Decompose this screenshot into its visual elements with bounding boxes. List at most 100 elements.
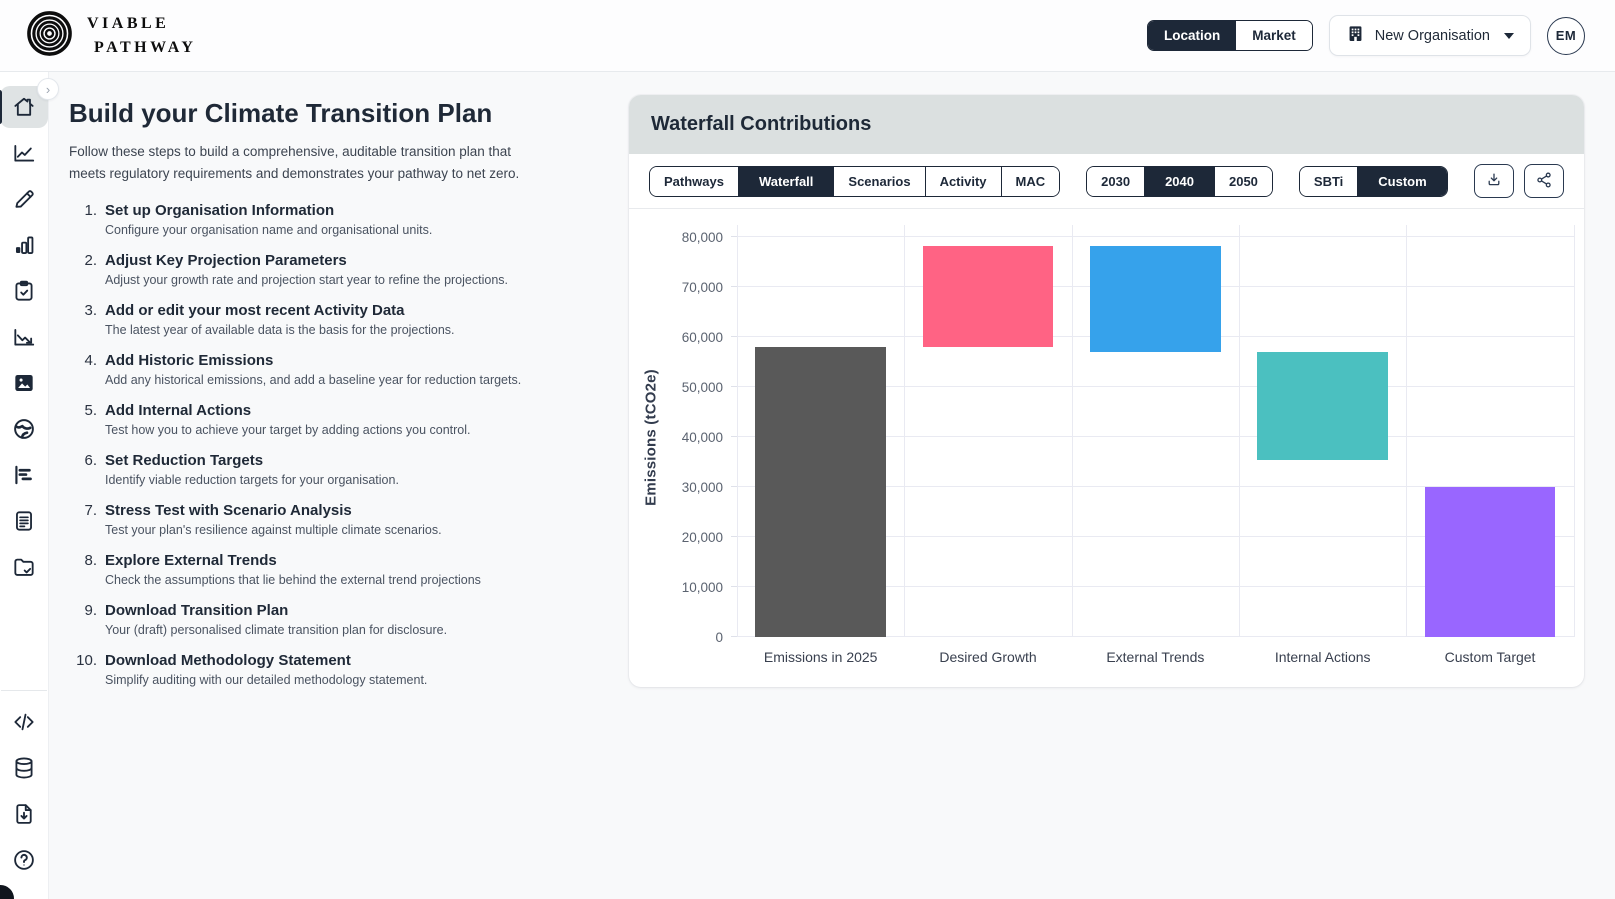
sidebar-item-targets[interactable] <box>0 454 48 496</box>
brand-logo[interactable]: VIABLE PATHWAY <box>26 10 196 62</box>
sidebar-item-global[interactable] <box>0 408 48 450</box>
file-download-icon <box>11 801 37 827</box>
sidebar-item-files[interactable] <box>0 546 48 588</box>
step-title: Add Historic Emissions <box>105 352 274 370</box>
page-intro: Follow these steps to build a comprehens… <box>69 144 520 181</box>
page-title: Build your Climate Transition Plan <box>69 98 493 128</box>
h-gridline <box>737 436 1574 437</box>
sidebar-item-data[interactable] <box>0 747 48 789</box>
user-avatar[interactable]: EM <box>1547 16 1585 55</box>
step-item: 2. Adjust Key Projection Parameters Adjust… <box>69 252 571 287</box>
folder-check-icon <box>11 554 37 580</box>
step-number: 6. <box>84 452 97 470</box>
sidebar-item-pathways[interactable] <box>0 132 48 174</box>
concentric-circles-logo-icon <box>26 10 73 62</box>
view-tab-group: Pathways Waterfall Scenarios Activity MAC <box>649 165 1061 197</box>
tab-pathways[interactable]: Pathways <box>650 166 738 196</box>
y-tick-label: 60,000 <box>681 330 723 345</box>
step-description: Identify viable reduction targets for yo… <box>105 473 399 488</box>
step-title: Set Reduction Targets <box>105 452 264 470</box>
year-tab-2030[interactable]: 2030 <box>1087 166 1145 196</box>
target-tab-group: SBTi Custom <box>1298 165 1448 197</box>
organisation-selector[interactable]: New Organisation <box>1328 15 1531 56</box>
bar-internal-actions[interactable] <box>1257 352 1388 460</box>
bar-custom-target[interactable] <box>1424 486 1556 637</box>
bar-external-trends[interactable] <box>1090 246 1221 352</box>
chart-plot-area: 0 10,000 20,000 30,000 40,000 50,000 60,000 70,… <box>682 225 1575 645</box>
tab-scenarios[interactable]: Scenarios <box>833 166 925 196</box>
step-description: Test your plan's resilience against mult… <box>105 523 442 538</box>
sidebar-item-tasks[interactable] <box>0 270 48 312</box>
tab-waterfall[interactable]: Waterfall <box>737 166 834 196</box>
step-item: 6. Set Reduction Targets Identify viable r… <box>69 452 571 487</box>
step-title: Explore External Trends <box>105 552 277 570</box>
y-axis-title: Emissions (tCO2e) <box>642 369 660 506</box>
chart-toolbar: Pathways Waterfall Scenarios Activity MAC 20… <box>629 154 1584 209</box>
step-number: 2. <box>84 252 97 270</box>
v-gridline <box>1071 225 1073 637</box>
toggle-market[interactable]: Market <box>1236 21 1312 50</box>
sidebar-item-report[interactable] <box>0 500 48 542</box>
card-header: Waterfall Contributions <box>629 95 1584 154</box>
step-title: Set up Organisation Information <box>105 202 335 220</box>
y-tick-mark <box>731 286 737 287</box>
code-icon <box>11 709 37 735</box>
onboarding-steps-panel: Build your Climate Transition Plan Follo… <box>49 72 571 702</box>
sidebar-item-activity[interactable] <box>0 224 48 266</box>
target-tab-sbti[interactable]: SBTi <box>1299 166 1358 196</box>
y-tick-mark <box>731 486 737 487</box>
sidebar-item-downloads[interactable] <box>0 793 48 835</box>
step-item: 10. Download Methodology Statement Simplif… <box>69 652 571 687</box>
step-description: Add any historical emissions, and add a … <box>105 373 522 388</box>
top-bar: VIABLE PATHWAY Location Market <box>0 0 1615 72</box>
step-number: 9. <box>84 602 97 620</box>
step-number: 10. <box>76 652 97 670</box>
sidebar-divider <box>1 690 47 691</box>
y-tick-mark <box>731 636 737 637</box>
share-button[interactable] <box>1523 164 1564 198</box>
sidebar: › <box>0 72 59 899</box>
bar-emissions-in-2025[interactable] <box>755 347 886 637</box>
caret-down-icon <box>1504 32 1514 39</box>
h-gridline <box>737 386 1574 387</box>
v-gridline <box>1573 225 1575 637</box>
toggle-location[interactable]: Location <box>1147 21 1237 50</box>
y-tick-mark <box>731 236 737 237</box>
line-chart-icon <box>11 140 37 166</box>
sidebar-item-help[interactable] <box>0 839 48 881</box>
sidebar-expand-button[interactable]: › <box>37 78 59 100</box>
tab-mac[interactable]: MAC <box>1000 166 1060 196</box>
download-icon <box>1485 171 1503 192</box>
x-category-label: Internal Actions <box>1274 649 1371 665</box>
target-tab-custom[interactable]: Custom <box>1357 166 1447 196</box>
bar-desired-growth[interactable] <box>922 246 1054 347</box>
step-description: Adjust your growth rate and projection s… <box>105 273 508 288</box>
step-number: 7. <box>84 502 97 520</box>
x-axis-labels: Emissions in 2025 Desired Growth External … <box>737 649 1574 665</box>
sidebar-item-gallery[interactable] <box>0 362 48 404</box>
tab-activity[interactable]: Activity <box>924 166 1001 196</box>
help-icon <box>11 847 37 873</box>
sidebar-item-api[interactable] <box>0 701 48 743</box>
database-icon <box>11 755 37 781</box>
sidebar-item-projections[interactable] <box>0 316 48 358</box>
x-category-label: External Trends <box>1106 649 1205 665</box>
h-gridline <box>737 486 1574 487</box>
year-tab-2040[interactable]: 2040 <box>1144 166 1214 196</box>
step-number: 4. <box>84 352 97 370</box>
step-description: Simplify auditing with our detailed meth… <box>105 673 428 688</box>
y-tick-label: 50,000 <box>681 380 723 395</box>
x-category-label: Custom Target <box>1444 649 1536 665</box>
v-gridline <box>737 225 738 637</box>
chart-down-icon <box>11 324 37 350</box>
waterfall-card: Waterfall Contributions Pathways Waterfal… <box>629 95 1584 687</box>
gantt-icon <box>11 462 37 488</box>
x-category-label: Desired Growth <box>939 649 1037 665</box>
step-description: Test how you to achieve your target by a… <box>105 423 471 438</box>
step-description: The latest year of available data is the… <box>105 323 455 338</box>
y-tick-label: 0 <box>715 630 723 645</box>
y-tick-mark <box>731 586 737 587</box>
year-tab-2050[interactable]: 2050 <box>1213 166 1272 196</box>
download-button[interactable] <box>1473 164 1514 198</box>
sidebar-item-edit[interactable] <box>0 178 48 220</box>
